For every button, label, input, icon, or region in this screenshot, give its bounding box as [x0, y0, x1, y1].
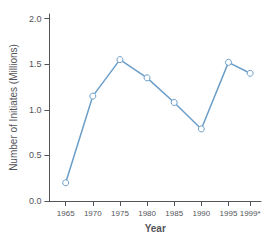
svg-text:1965: 1965 [57, 209, 75, 218]
svg-text:1970: 1970 [84, 209, 102, 218]
svg-text:2.0: 2.0 [29, 14, 42, 24]
svg-text:1999*: 1999* [240, 209, 261, 218]
svg-text:1.5: 1.5 [29, 59, 42, 69]
svg-text:1995: 1995 [220, 209, 238, 218]
svg-text:1980: 1980 [138, 209, 156, 218]
svg-text:Number of Initiates (Millions): Number of Initiates (Millions) [8, 44, 19, 171]
svg-text:1975: 1975 [111, 209, 129, 218]
svg-text:1990: 1990 [192, 209, 210, 218]
svg-text:1985: 1985 [165, 209, 183, 218]
svg-text:0.0: 0.0 [29, 196, 42, 206]
svg-text:1.0: 1.0 [29, 105, 42, 115]
svg-text:Year: Year [145, 223, 166, 234]
svg-text:0.5: 0.5 [29, 150, 42, 160]
